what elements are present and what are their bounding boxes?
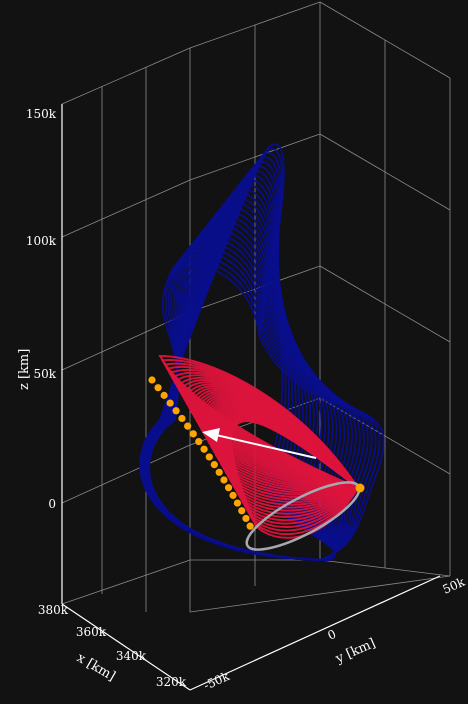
perilune-point [205, 453, 213, 461]
perilune-point [238, 507, 246, 515]
perilune-point [229, 491, 237, 499]
red-orbit-family [158, 354, 359, 539]
perilune-point [195, 437, 203, 446]
x-axis-line [61, 603, 191, 691]
grid-line [61, 559, 191, 605]
z-tick-label: 150k [26, 107, 57, 121]
anchor-point [355, 483, 365, 493]
x-tick-label: 380k [38, 603, 69, 617]
perilune-point [154, 384, 162, 392]
perilune-point [172, 407, 180, 415]
perilune-point [210, 461, 218, 469]
perilune-point [233, 499, 242, 507]
y-tick-label: 50k [441, 574, 468, 596]
y-tick-label: 0 [326, 627, 339, 643]
y-axis-line [189, 575, 441, 691]
z-tick-label: 100k [26, 234, 57, 248]
y-axis-label: y [km] [333, 636, 378, 667]
grid-line [61, 47, 191, 105]
z-axis-label: z [km] [17, 349, 32, 390]
perilune-point [242, 514, 250, 523]
perilune-point [178, 414, 186, 423]
x-tick-label: 360k [76, 625, 107, 639]
perilune-point [184, 422, 192, 430]
z-tick-label: 50k [33, 367, 56, 381]
perilune-point [148, 376, 156, 384]
z-tick-label: 0 [48, 497, 56, 511]
grid-line [61, 179, 191, 238]
grid-lines [61, 1, 451, 691]
perilune-point [189, 430, 197, 438]
grid-line [189, 575, 451, 613]
x-tick-label: 320k [156, 675, 187, 689]
perilune-points [148, 376, 254, 530]
x-tick-label: 340k [116, 649, 147, 663]
grid-line [319, 559, 451, 577]
perilune-point [200, 445, 208, 453]
perilune-point [166, 399, 174, 407]
perilune-point [246, 522, 254, 530]
direction-arrow [202, 428, 317, 459]
perilune-point [224, 484, 233, 492]
perilune-point [220, 476, 228, 484]
perilune-point [215, 468, 223, 476]
perilune-point [160, 391, 168, 399]
blue-orbit [148, 263, 385, 561]
grid-line [61, 444, 191, 504]
x-axis-label: x [km] [74, 650, 118, 684]
